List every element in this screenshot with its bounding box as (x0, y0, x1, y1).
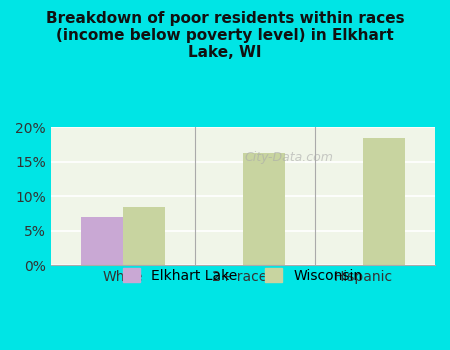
Text: City-Data.com: City-Data.com (244, 151, 333, 164)
Bar (81, 217, 123, 265)
Bar (123, 206, 165, 265)
Bar (243, 154, 285, 265)
Text: Breakdown of poor residents within races
(income below poverty level) in Elkhart: Breakdown of poor residents within races… (46, 10, 404, 60)
Legend: Elkhart Lake, Wisconsin: Elkhart Lake, Wisconsin (118, 262, 368, 288)
Bar (363, 138, 405, 265)
